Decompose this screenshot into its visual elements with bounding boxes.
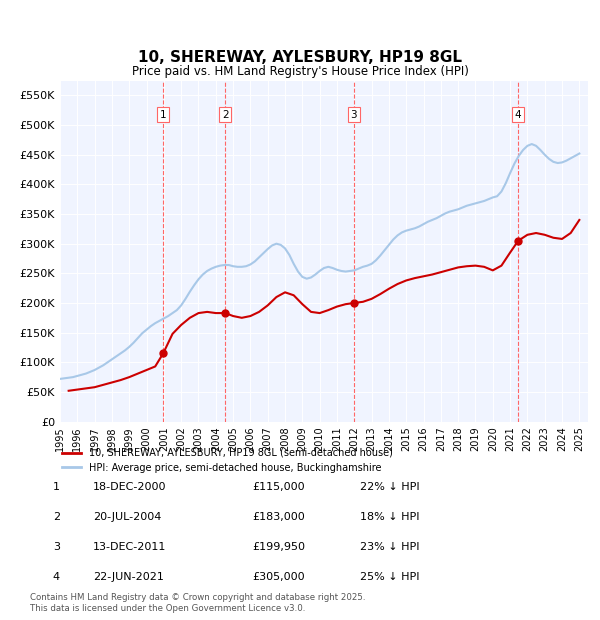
Text: 2: 2 (222, 110, 229, 120)
Text: Contains HM Land Registry data © Crown copyright and database right 2025.
This d: Contains HM Land Registry data © Crown c… (30, 593, 365, 613)
Text: 22% ↓ HPI: 22% ↓ HPI (360, 482, 419, 492)
Text: £183,000: £183,000 (252, 512, 305, 522)
Text: £115,000: £115,000 (252, 482, 305, 492)
Text: 10, SHEREWAY, AYLESBURY, HP19 8GL: 10, SHEREWAY, AYLESBURY, HP19 8GL (138, 50, 462, 65)
Text: £199,950: £199,950 (252, 542, 305, 552)
Text: 1: 1 (53, 482, 60, 492)
Text: £305,000: £305,000 (252, 572, 305, 582)
Text: 1: 1 (160, 110, 166, 120)
Text: 4: 4 (515, 110, 521, 120)
Text: 4: 4 (53, 572, 60, 582)
Text: 20-JUL-2004: 20-JUL-2004 (93, 512, 161, 522)
Text: 23% ↓ HPI: 23% ↓ HPI (360, 542, 419, 552)
Text: Price paid vs. HM Land Registry's House Price Index (HPI): Price paid vs. HM Land Registry's House … (131, 64, 469, 78)
Text: 3: 3 (350, 110, 357, 120)
Legend: 10, SHEREWAY, AYLESBURY, HP19 8GL (semi-detached house), HPI: Average price, sem: 10, SHEREWAY, AYLESBURY, HP19 8GL (semi-… (58, 444, 397, 477)
Text: 18% ↓ HPI: 18% ↓ HPI (360, 512, 419, 522)
Text: 2: 2 (53, 512, 60, 522)
Text: 22-JUN-2021: 22-JUN-2021 (93, 572, 164, 582)
Text: 13-DEC-2011: 13-DEC-2011 (93, 542, 166, 552)
Text: 3: 3 (53, 542, 60, 552)
Text: 18-DEC-2000: 18-DEC-2000 (93, 482, 167, 492)
Text: 25% ↓ HPI: 25% ↓ HPI (360, 572, 419, 582)
